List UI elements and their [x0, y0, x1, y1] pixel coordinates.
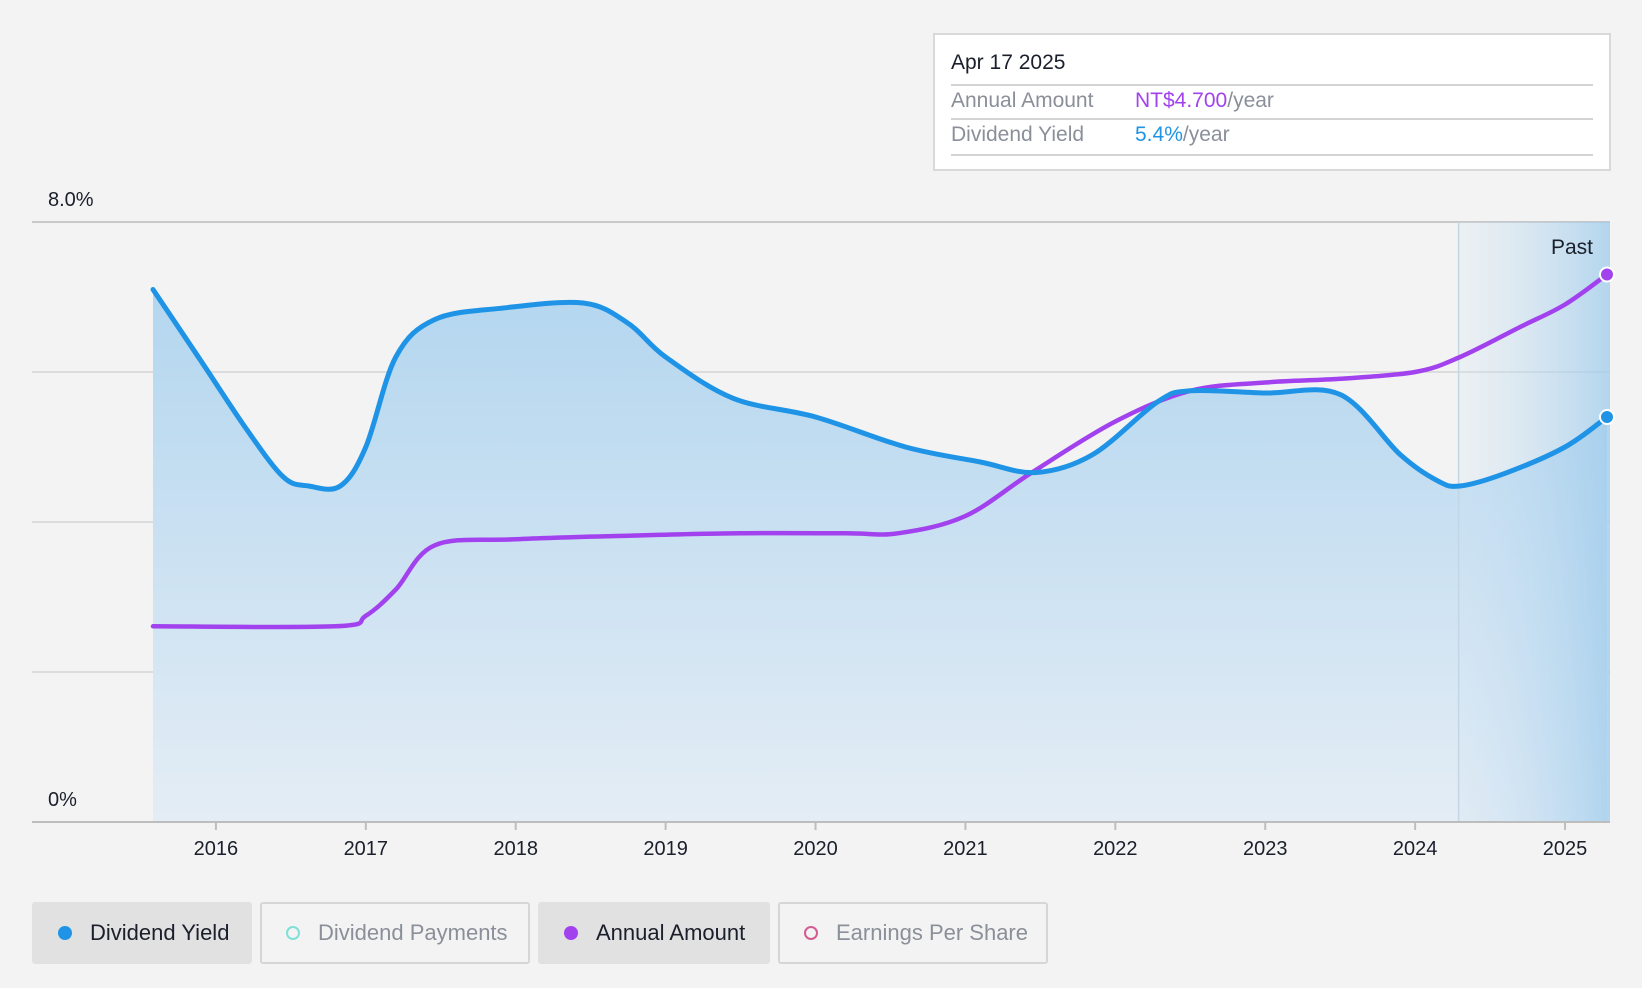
- legend-label: Earnings Per Share: [836, 920, 1028, 945]
- tooltip-label: Dividend Yield: [951, 123, 1085, 146]
- legend-annual-amount[interactable]: Annual Amount: [538, 902, 770, 964]
- legend-earnings-per-share[interactable]: Earnings Per Share: [778, 902, 1048, 964]
- tooltip-divider: [951, 118, 1593, 120]
- legend-dot-icon: [58, 926, 72, 940]
- y-axis-min-label: 0%: [48, 789, 77, 811]
- legend-dividend-yield[interactable]: Dividend Yield: [32, 902, 252, 964]
- tooltip-unit: /year: [1227, 89, 1274, 112]
- x-tick-label: 2023: [1243, 838, 1288, 860]
- tooltip-row-annual-amount: Annual Amount NT$4.700/year: [951, 89, 1274, 113]
- past-region: [1458, 222, 1610, 822]
- dividend-yield-area: [153, 289, 1607, 822]
- legend-dot-icon: [564, 926, 578, 940]
- y-axis-max-label: 8.0%: [48, 189, 94, 211]
- tooltip-value: NT$4.700: [1135, 89, 1228, 112]
- dividend-yield-end-point: [1599, 409, 1616, 425]
- legend-label: Annual Amount: [596, 920, 746, 945]
- tooltip-row-dividend-yield: Dividend Yield 5.4%/year: [951, 123, 1230, 147]
- x-axis-ticks: 2016 2017 2018 2019 2020 2021 2022 2023 2024 2025: [194, 822, 1588, 860]
- hover-tooltip: Apr 17 2025 Annual Amount NT$4.700/year D…: [933, 33, 1611, 171]
- annual-amount-end-point: [1599, 266, 1616, 283]
- x-tick-label: 2025: [1543, 838, 1588, 860]
- tooltip-date: Apr 17 2025: [951, 51, 1066, 74]
- tooltip-label: Annual Amount: [951, 89, 1094, 112]
- x-tick-label: 2018: [493, 838, 538, 860]
- tooltip-divider: [951, 154, 1593, 156]
- dividend-yield-line: [150, 287, 1610, 492]
- legend-dot-icon: [804, 926, 818, 940]
- x-tick-label: 2016: [194, 838, 239, 860]
- legend-label: Dividend Yield: [90, 920, 230, 945]
- x-tick-label: 2017: [344, 838, 389, 860]
- x-tick-label: 2020: [793, 838, 838, 860]
- x-tick-label: 2021: [943, 838, 988, 860]
- legend-dot-icon: [286, 926, 300, 940]
- tooltip-divider: [951, 84, 1593, 86]
- past-label: Past: [1551, 236, 1593, 259]
- annual-amount-line: [150, 272, 1610, 630]
- tooltip-unit: /year: [1182, 123, 1230, 146]
- x-tick-label: 2024: [1393, 838, 1438, 860]
- x-tick-label: 2019: [643, 838, 688, 860]
- legend-label: Dividend Payments: [318, 920, 508, 945]
- legend-dividend-payments[interactable]: Dividend Payments: [260, 902, 530, 964]
- x-tick-label: 2022: [1093, 838, 1138, 860]
- tooltip-value: 5.4%: [1135, 123, 1183, 146]
